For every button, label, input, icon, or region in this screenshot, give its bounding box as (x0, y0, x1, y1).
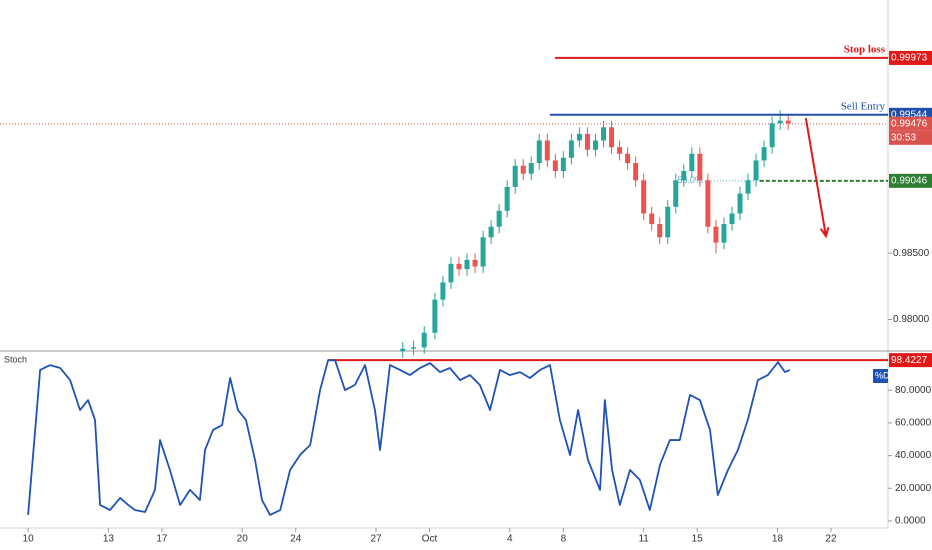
x-tick-label: 15 (692, 534, 704, 545)
candle-body (657, 224, 663, 238)
candle-body (488, 226, 494, 238)
candle-body (769, 123, 775, 148)
level-price-text: 0.99046 (891, 175, 928, 186)
arrow-head (819, 227, 830, 239)
arrow-shaft (804, 117, 827, 237)
candle-body (601, 127, 607, 141)
x-tick-label: 27 (370, 534, 382, 545)
candle-body (552, 160, 558, 172)
candle-body (528, 163, 534, 174)
candle-body (504, 186, 510, 211)
countdown-text: 30:53 (891, 132, 916, 143)
candle-body (609, 127, 615, 148)
current-price-box (889, 116, 932, 131)
candle-body (641, 180, 647, 214)
candle-body (689, 153, 695, 172)
x-tick-label: 11 (638, 534, 649, 545)
candle-body (649, 213, 655, 225)
level-price-text: 0.99544 (891, 109, 928, 120)
level-price-box (889, 50, 932, 65)
candle-body (633, 163, 639, 181)
candle-body (464, 259, 470, 270)
y-tick-label: 40.0000 (895, 450, 932, 461)
level-value-text: 98.4227 (891, 355, 928, 366)
y-tick-label: 0.98500 (893, 248, 930, 259)
y-tick-label: 0.98000 (893, 314, 930, 325)
level-price-box (889, 173, 932, 188)
candle-body (520, 165, 526, 174)
level-value-box (889, 353, 932, 368)
candle-body (568, 140, 574, 158)
candle-body (480, 237, 486, 267)
candle-body (560, 157, 566, 172)
candle-body (785, 120, 791, 124)
y-tick-label: 20.0000 (895, 483, 932, 494)
candle-body (721, 224, 727, 243)
x-tick-label: 4 (507, 534, 513, 545)
candle-body (584, 133, 590, 150)
candle-body (681, 171, 687, 181)
candle-body (753, 160, 759, 181)
candle-body (777, 120, 783, 124)
candle-body (617, 147, 623, 154)
x-tick-label: 18 (772, 534, 784, 545)
candle-body (713, 226, 719, 243)
candle-body (400, 348, 406, 352)
x-tick-label: 10 (23, 534, 35, 545)
y-tick-label: 0.0000 (895, 516, 926, 527)
candle-body (448, 263, 454, 283)
candle-body (512, 165, 518, 187)
candle-body (421, 332, 427, 348)
candle-body (705, 180, 711, 227)
stoch-line (27, 359, 791, 516)
x-tick-label: Oct (422, 534, 438, 545)
candle-body (592, 140, 598, 150)
legend-box (873, 369, 888, 383)
x-tick-label: 13 (103, 534, 115, 545)
candle-body (665, 206, 671, 238)
candle-body (536, 140, 542, 164)
candle-body (673, 180, 679, 207)
y-tick-label: 60.0000 (895, 418, 932, 429)
candle-body (440, 282, 446, 300)
x-tick-label: 20 (237, 534, 249, 545)
candle-body (745, 180, 751, 194)
candle-body (456, 263, 462, 270)
legend-label: %D (875, 370, 890, 380)
y-tick-label: 80.0000 (895, 385, 932, 396)
candle-body (544, 140, 550, 161)
level-label: Sell Entry (841, 100, 886, 112)
x-tick-label: 8 (561, 534, 567, 545)
fib-label: 50.0% (677, 175, 703, 185)
x-tick-label: 17 (156, 534, 168, 545)
pane-title: Stoch (4, 354, 27, 364)
candle-body (496, 210, 502, 227)
level-label: Stop loss (844, 43, 886, 55)
current-price-text: 0.99476 (891, 118, 928, 129)
candle-body (729, 213, 735, 225)
countdown-box (889, 130, 932, 145)
candle-body (761, 147, 767, 161)
level-price-text: 0.99973 (891, 53, 928, 64)
candle-body (625, 153, 631, 164)
x-tick-label: 24 (290, 534, 302, 545)
candle-body (432, 299, 438, 333)
candle-body (576, 133, 582, 141)
candle-body (697, 153, 703, 181)
candle-body (472, 259, 478, 267)
x-tick-label: 22 (825, 534, 837, 545)
candle-body (737, 193, 743, 214)
candle-body (410, 347, 416, 349)
